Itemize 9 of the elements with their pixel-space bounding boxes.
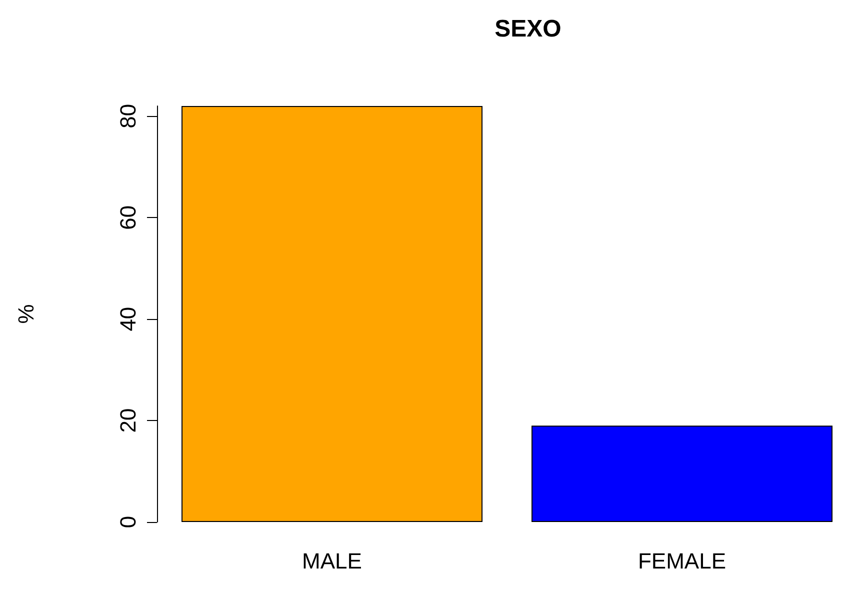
y-tick-label: 60 <box>116 205 140 230</box>
y-tick-label: 0 <box>116 516 140 528</box>
y-tick-label: 80 <box>116 104 140 128</box>
x-tick-label: MALE <box>302 548 362 574</box>
chart-title: SEXO <box>494 16 562 42</box>
x-tick-label: FEMALE <box>638 548 726 574</box>
y-axis-title: % <box>14 304 38 324</box>
y-tick-label: 40 <box>116 306 140 332</box>
y-tick-label: 20 <box>116 408 140 433</box>
